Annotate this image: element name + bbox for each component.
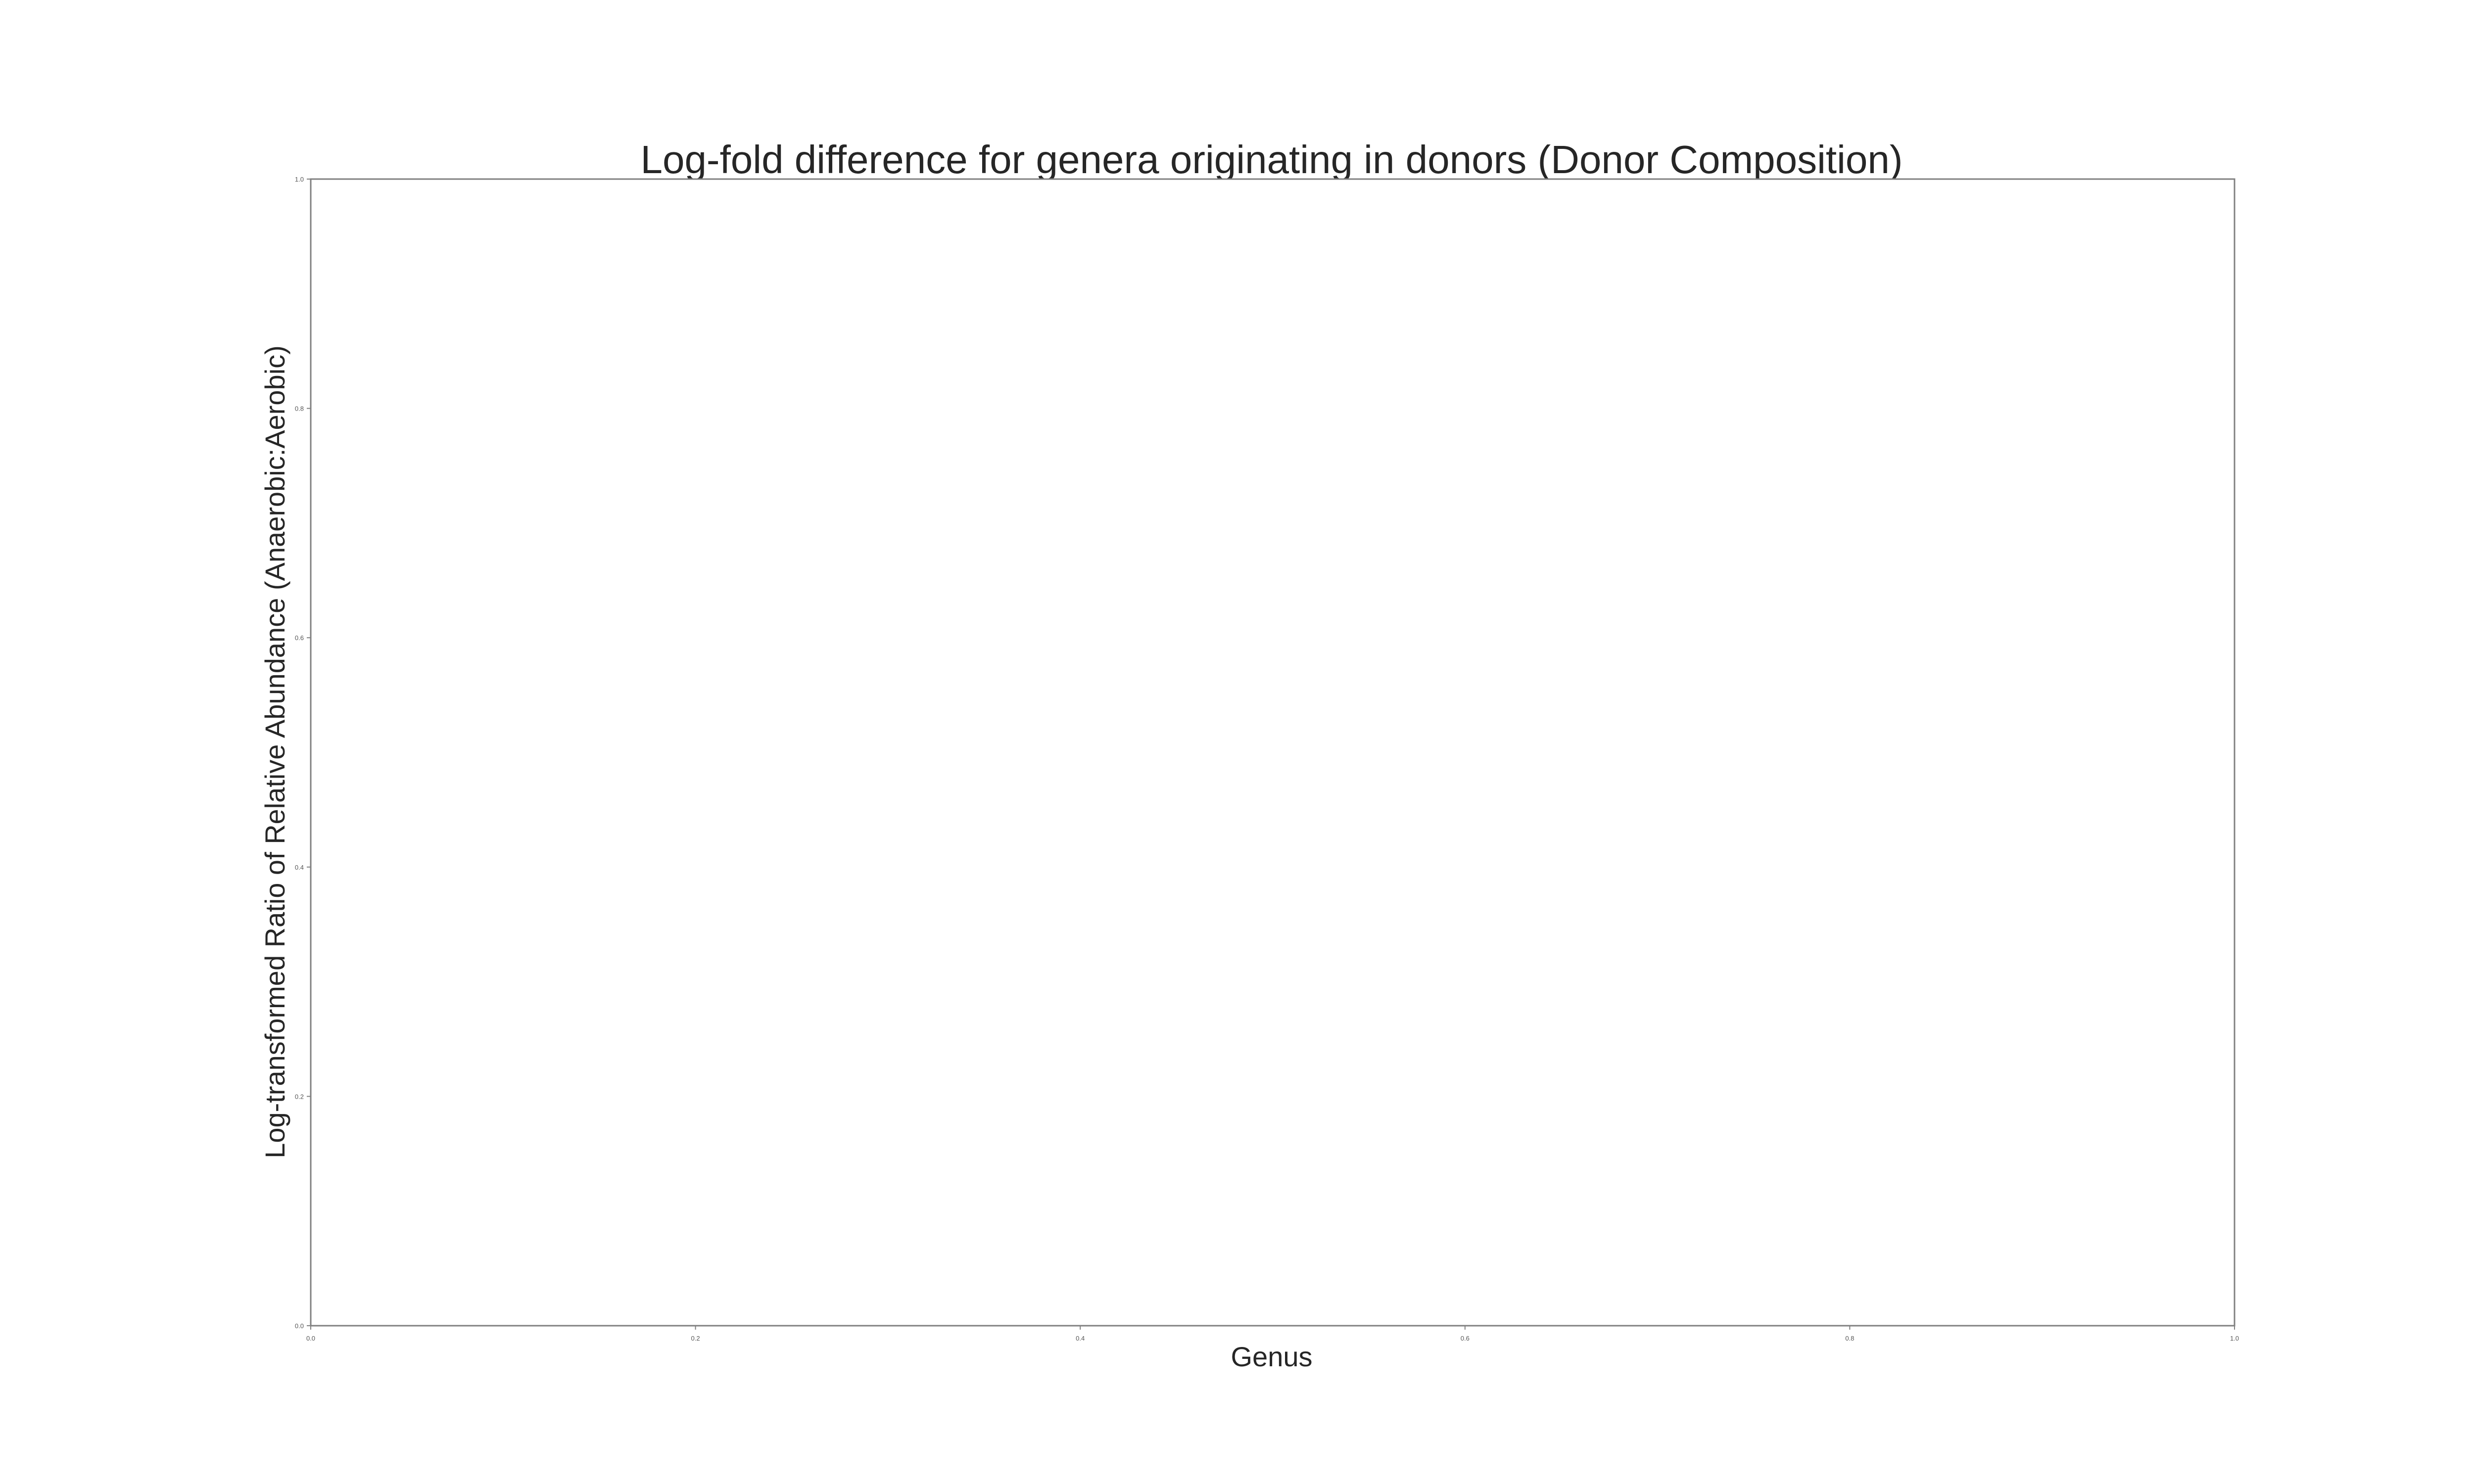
- chart-title: Log-fold difference for genera originati…: [640, 138, 1903, 182]
- y-tick-label: 1.0: [295, 176, 304, 183]
- x-tick-label: 0.8: [1845, 1335, 1854, 1342]
- x-tick-label: 0.0: [306, 1335, 315, 1342]
- y-tick-label: 0.8: [295, 405, 304, 413]
- x-tick-label: 1.0: [2230, 1335, 2239, 1342]
- plot-area: [310, 178, 2236, 1327]
- y-tick-label: 0.6: [295, 634, 304, 642]
- x-axis: 0.0 0.2 0.4 0.6 0.8 1.0: [306, 1326, 2239, 1342]
- y-axis-label: Log-transformed Ratio of Relative Abunda…: [259, 345, 290, 1159]
- x-tick-label: 0.2: [691, 1335, 700, 1342]
- x-tick-label: 0.4: [1076, 1335, 1085, 1342]
- y-tick-label: 0.4: [295, 864, 304, 871]
- x-axis-label: Genus: [1231, 1341, 1313, 1372]
- y-axis: 0.0 0.2 0.4 0.6 0.8 1.0: [295, 176, 311, 1330]
- x-tick-label: 0.6: [1461, 1335, 1470, 1342]
- y-tick-label: 0.2: [295, 1093, 304, 1100]
- y-tick-label: 0.0: [295, 1322, 304, 1330]
